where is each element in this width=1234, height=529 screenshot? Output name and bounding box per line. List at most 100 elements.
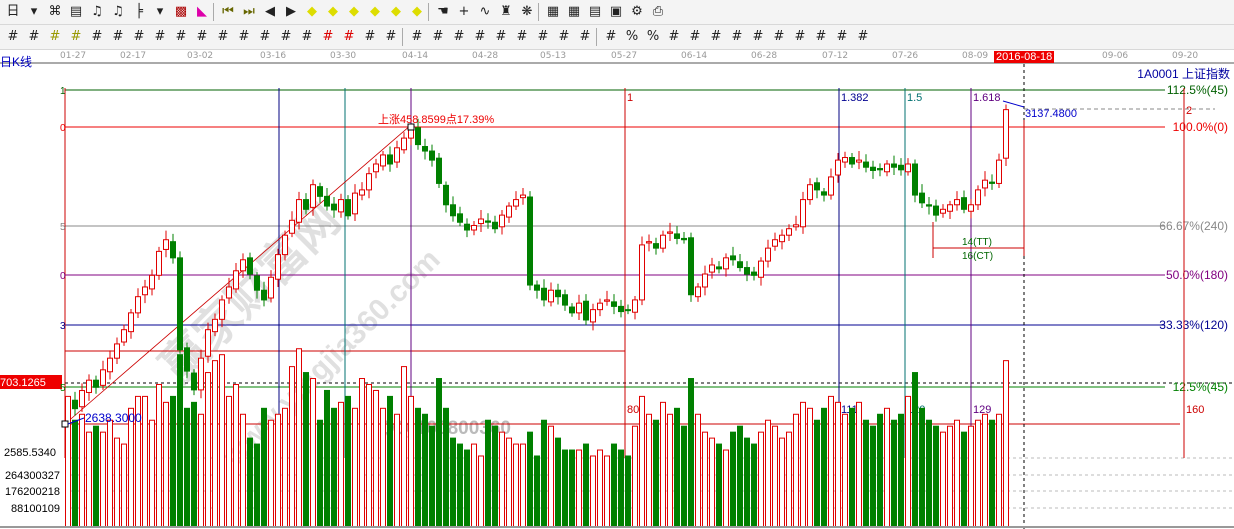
zoom-in-icon[interactable]: ◆ — [349, 4, 359, 19]
chart-icon[interactable]: ⌘ — [48, 4, 62, 19]
measure-icon[interactable]: # — [385, 29, 397, 44]
right-arrow-icon[interactable]: ▶ — [286, 4, 296, 19]
shirt-icon[interactable]: ♜ — [500, 4, 512, 19]
print-icon[interactable]: ⎙ — [652, 4, 664, 19]
flag3-icon[interactable]: # — [794, 29, 806, 44]
target-icon[interactable]: # — [238, 29, 250, 44]
hand-icon[interactable]: ☚ — [437, 4, 449, 19]
last-icon[interactable]: ⏭ — [243, 4, 255, 19]
day-period-icon[interactable]: 日 — [6, 4, 20, 19]
grid2-icon[interactable]: # — [175, 29, 187, 44]
candle — [618, 305, 624, 313]
grid-icon[interactable]: # — [28, 29, 40, 44]
n2-icon[interactable]: # — [196, 29, 208, 44]
coin4-icon[interactable]: # — [752, 29, 764, 44]
low-pointer — [67, 417, 85, 425]
flag5-icon[interactable]: # — [836, 29, 848, 44]
ying-icon[interactable]: # — [343, 29, 355, 44]
candle — [555, 289, 561, 298]
coin-icon[interactable]: # — [668, 29, 680, 44]
left-arrow-icon[interactable]: ◀ — [265, 4, 275, 19]
angle-icon[interactable]: # — [217, 29, 229, 44]
notes-icon[interactable]: ▤ — [588, 4, 602, 19]
flag4-icon[interactable]: # — [815, 29, 827, 44]
parallel-icon[interactable]: # — [301, 29, 313, 44]
candle — [730, 255, 736, 261]
grid4-icon[interactable]: # — [558, 29, 570, 44]
volume-bar — [765, 419, 771, 528]
flag2-icon[interactable]: # — [773, 29, 785, 44]
candle — [352, 192, 358, 215]
wave-icon[interactable]: # — [516, 29, 528, 44]
move-left-icon[interactable]: ◆ — [307, 4, 317, 19]
volume-bar — [905, 395, 911, 528]
red-chart-icon[interactable]: ▩ — [174, 4, 188, 19]
grid3-icon[interactable]: # — [537, 29, 549, 44]
web2-icon[interactable]: # — [280, 29, 292, 44]
angle2-icon[interactable]: # — [495, 29, 507, 44]
volume-bar — [149, 419, 155, 528]
toolbar-separator — [213, 3, 217, 21]
indicator-3-icon[interactable]: ♫ — [91, 4, 103, 19]
web-icon[interactable]: # — [259, 29, 271, 44]
spiral-icon[interactable]: # — [112, 29, 124, 44]
sheng-icon[interactable]: # — [322, 29, 334, 44]
flag-icon[interactable]: ◣ — [197, 4, 207, 19]
flag6-icon[interactable]: # — [857, 29, 869, 44]
fan3-icon[interactable]: # — [474, 29, 486, 44]
move-right-icon[interactable]: ◆ — [328, 4, 338, 19]
coin3-icon[interactable]: # — [731, 29, 743, 44]
ruler-icon[interactable]: # — [364, 29, 376, 44]
crosshair-icon[interactable]: + — [458, 4, 470, 19]
first-icon[interactable]: ⏮ — [222, 4, 234, 19]
bar-type-icon[interactable]: ╞ — [135, 4, 143, 19]
table-icon[interactable]: # — [605, 29, 617, 44]
circle-icon[interactable]: # — [154, 29, 166, 44]
volume-bar — [548, 425, 554, 528]
shrink-icon[interactable]: ◆ — [412, 4, 422, 19]
dropdown-icon[interactable]: ▾ — [156, 4, 164, 19]
volume-bar — [961, 431, 967, 529]
candle — [807, 184, 813, 201]
volume-bar — [275, 413, 281, 528]
f-icon[interactable]: # — [91, 29, 103, 44]
candle — [933, 205, 939, 216]
indicator-9-icon[interactable]: ♫ — [112, 4, 124, 19]
candle — [758, 260, 764, 278]
volume-bar — [569, 449, 575, 528]
zoom-out-icon[interactable]: ◆ — [370, 4, 380, 19]
fan2-icon[interactable]: # — [453, 29, 465, 44]
coin2-icon[interactable]: # — [689, 29, 701, 44]
gold2-icon[interactable]: # — [70, 29, 82, 44]
candle — [79, 390, 85, 408]
volume-bar — [191, 401, 197, 529]
candle — [499, 214, 505, 228]
gold-icon[interactable]: # — [49, 29, 61, 44]
fib-level-label: 33.33%(120) — [1159, 318, 1228, 332]
brain-icon[interactable]: ❋ — [521, 4, 533, 19]
percent-sign-icon[interactable]: % — [646, 29, 660, 44]
volume-bar — [219, 354, 225, 529]
save-icon[interactable]: ▣ — [609, 4, 623, 19]
pen2-icon[interactable]: # — [133, 29, 145, 44]
volume-bar — [415, 407, 421, 529]
expand-icon[interactable]: ◆ — [391, 4, 401, 19]
network-icon[interactable]: ⚙ — [631, 4, 643, 19]
clipboard-icon[interactable]: ▤ — [69, 4, 83, 19]
dropdown-icon[interactable]: ▾ — [30, 4, 38, 19]
candle — [247, 257, 253, 275]
candle — [275, 254, 281, 280]
lines-icon[interactable]: # — [579, 29, 591, 44]
calculator-icon[interactable]: ▦ — [567, 4, 581, 19]
calendar-icon[interactable]: ▦ — [546, 4, 560, 19]
line-tool-icon[interactable]: ∿ — [479, 4, 491, 19]
percent-icon[interactable]: % — [625, 29, 639, 44]
volume-bar — [898, 413, 904, 528]
fib-time-label: 1.5 — [907, 92, 922, 104]
fan-icon[interactable]: # — [432, 29, 444, 44]
box-icon[interactable]: # — [411, 29, 423, 44]
arrow-up-icon[interactable]: # — [710, 29, 722, 44]
pen-icon[interactable]: # — [7, 29, 19, 44]
price-edge-label: 0 — [60, 123, 66, 134]
